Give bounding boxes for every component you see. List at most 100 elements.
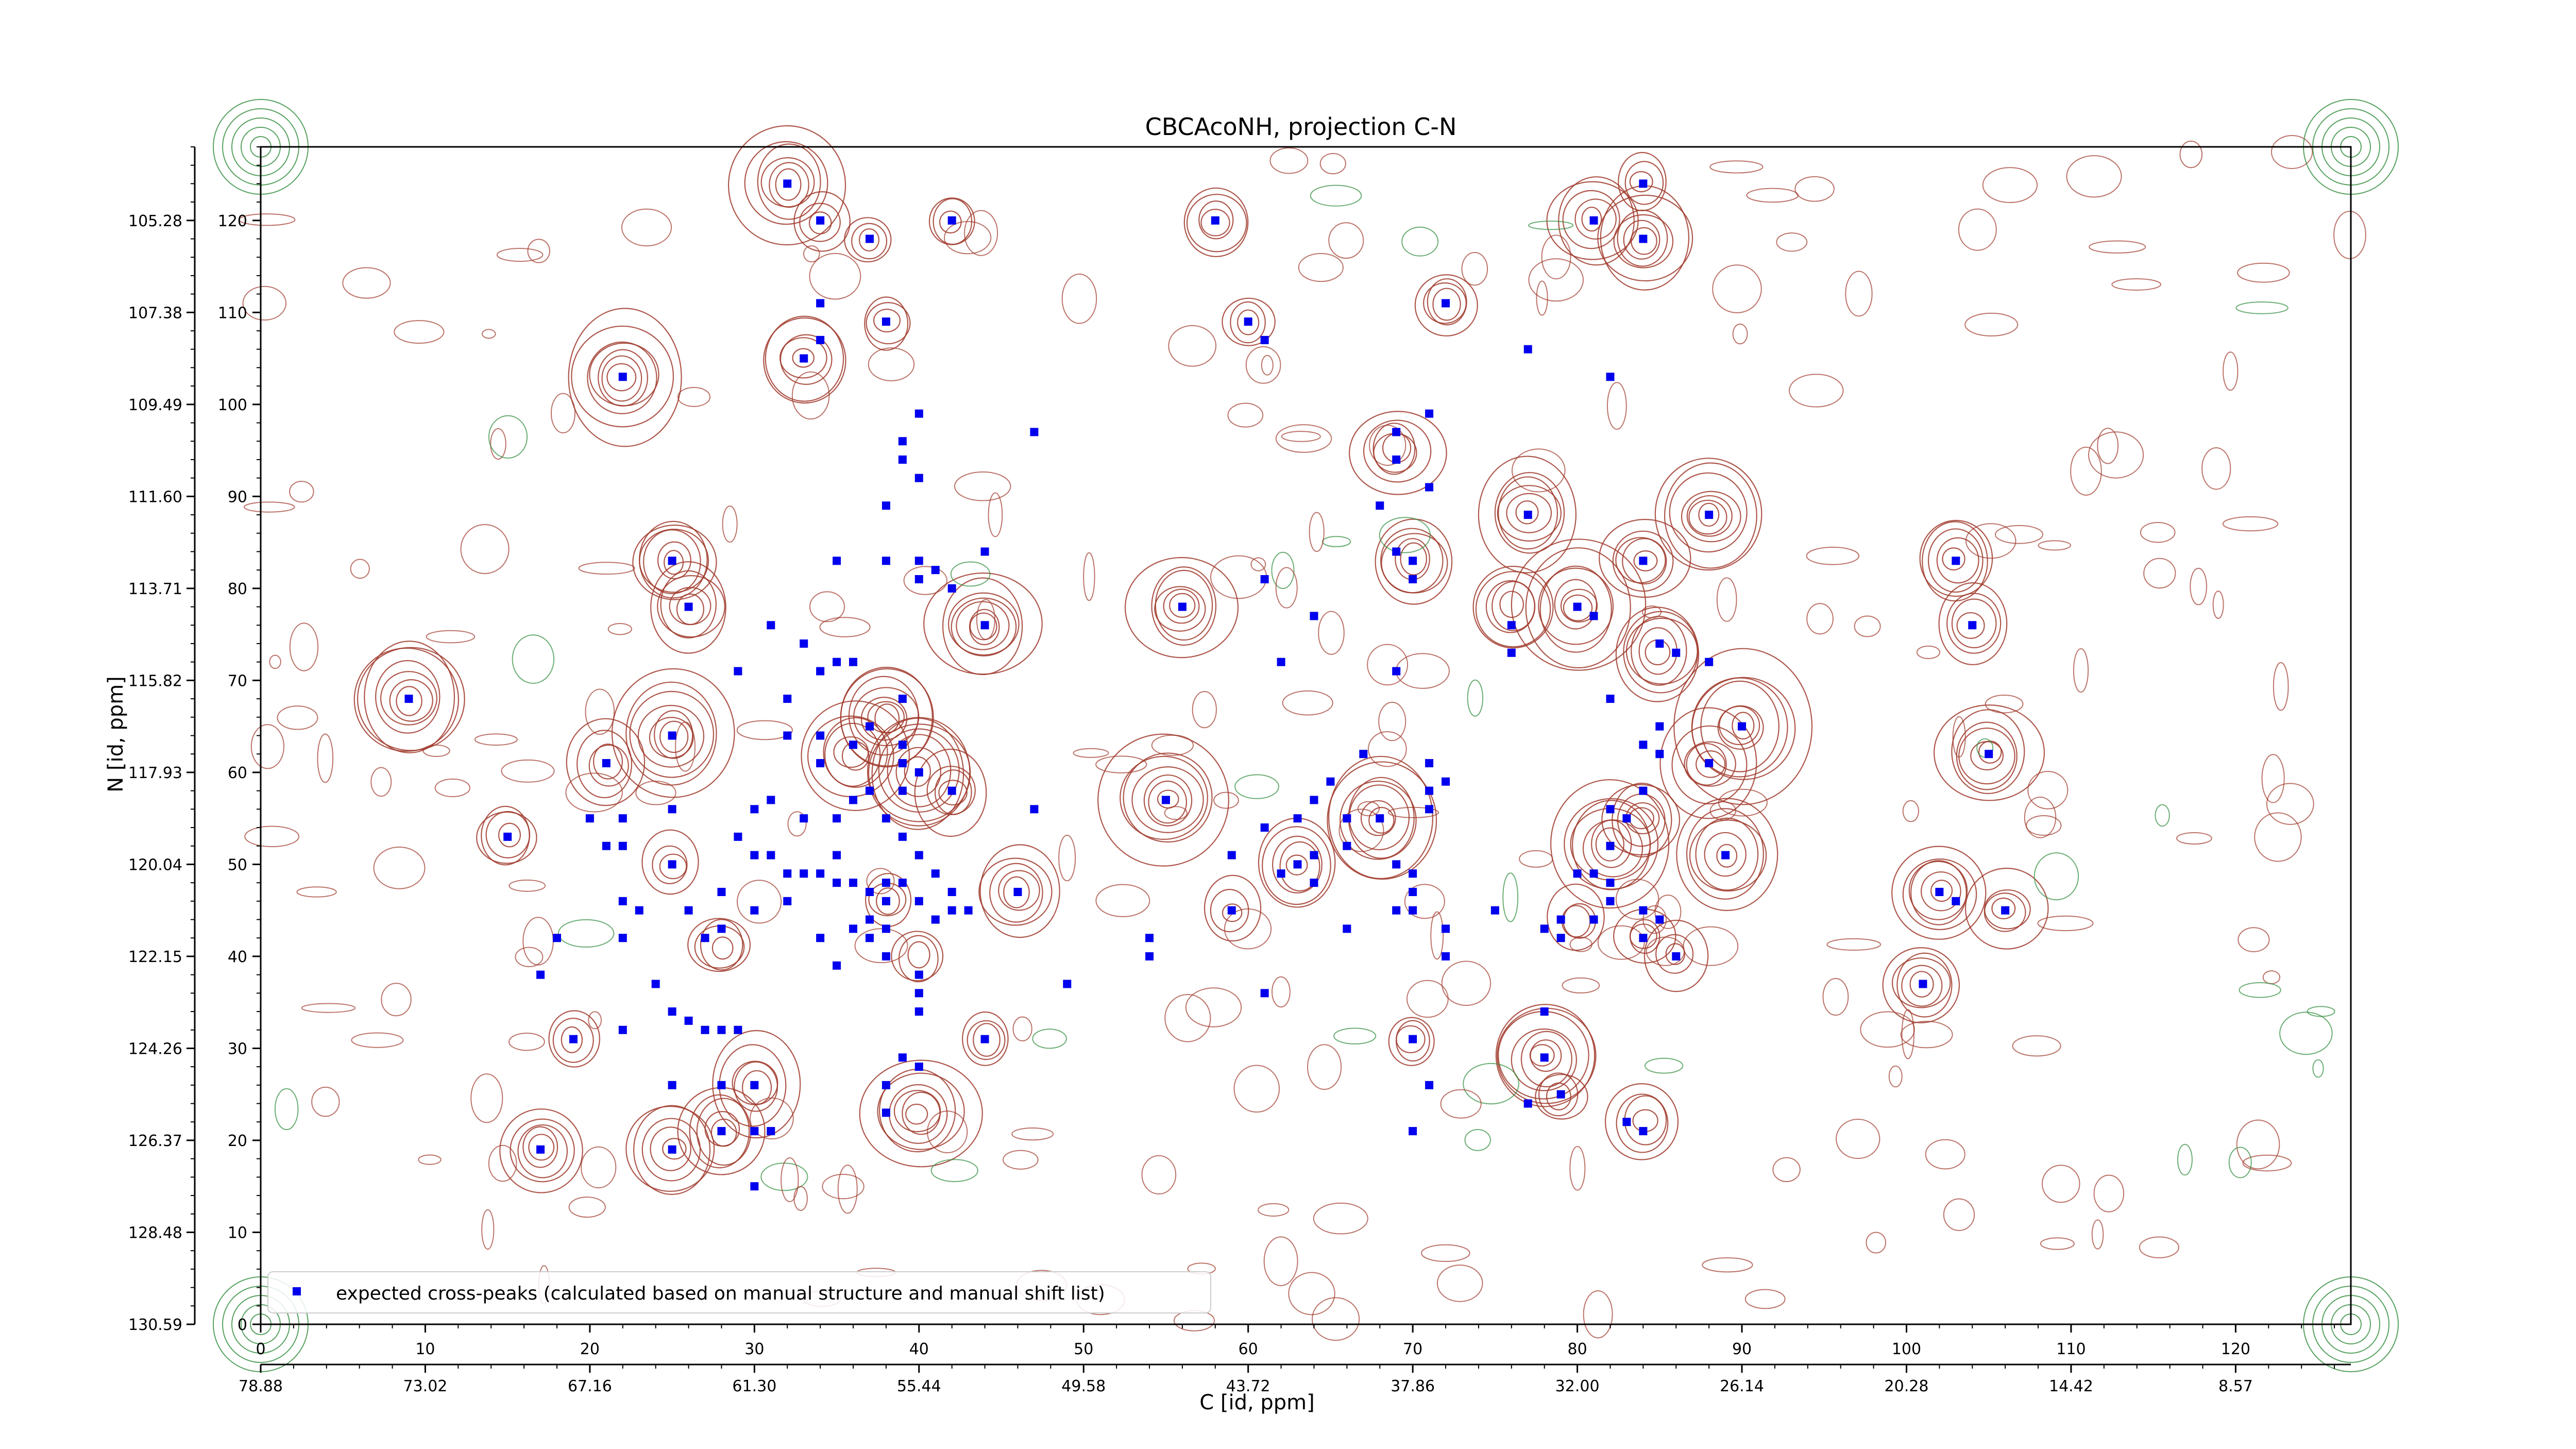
cross-peak-marker <box>1606 373 1615 381</box>
cross-peak-marker <box>1540 924 1549 933</box>
contour-line <box>2242 1154 2292 1172</box>
contour-line <box>1689 819 1767 892</box>
contour-line <box>1927 528 1984 593</box>
contour-line <box>2254 812 2302 862</box>
contour-line <box>581 1146 617 1189</box>
contour-line <box>1698 502 1720 527</box>
legend-box <box>267 1271 1211 1313</box>
cross-peak-marker <box>1705 658 1714 666</box>
cross-peak-marker <box>1343 924 1351 933</box>
cross-peak-marker <box>898 1053 907 1062</box>
cross-peak-marker <box>1277 869 1285 878</box>
contour-line <box>1538 1072 1579 1117</box>
contour-line <box>1307 1044 1342 1090</box>
cross-peak-marker <box>882 501 890 510</box>
contour-line <box>1655 934 1694 974</box>
contour-line <box>1936 537 1979 584</box>
contour-line <box>593 743 623 780</box>
contour-line <box>1664 462 1757 569</box>
cross-peak-marker <box>816 869 825 878</box>
cross-peak-marker <box>914 575 923 584</box>
contour-line <box>2270 135 2313 169</box>
contour-line <box>904 756 931 787</box>
contour-line <box>481 1209 495 1250</box>
contour-line <box>1011 1127 1054 1141</box>
negative-contour-line <box>1467 679 1484 717</box>
negative-contour-line <box>2228 1147 2252 1178</box>
contour-line <box>481 805 530 866</box>
contour-line <box>657 541 691 580</box>
negative-contour-line <box>512 634 555 684</box>
cross-peak-marker <box>1507 621 1516 630</box>
contour-line <box>1285 854 1308 875</box>
contour-line <box>779 334 833 385</box>
cross-peak-marker <box>1968 621 1977 630</box>
contour-line <box>938 780 968 805</box>
contour-line <box>238 213 296 226</box>
cross-peak-marker <box>618 373 627 381</box>
contour-line <box>1495 1004 1596 1107</box>
contour-line <box>394 320 445 344</box>
contour-line <box>2038 540 2071 551</box>
contour-line <box>601 355 642 402</box>
cross-peak-marker <box>980 547 989 556</box>
contour-line <box>577 730 633 799</box>
y-index-tick-label: 0 <box>238 1316 247 1334</box>
contour-line <box>809 252 861 300</box>
contour-line <box>342 267 391 299</box>
contour-line <box>1700 680 1780 772</box>
cross-peak-marker <box>1161 796 1170 804</box>
cross-peak-marker <box>618 1025 627 1034</box>
contour-line <box>510 1118 575 1183</box>
contour-line <box>1946 593 2002 654</box>
negative-contour-line <box>1333 1027 1377 1044</box>
contour-line <box>1718 788 1768 817</box>
y-ppm-tick-label: 113.71 <box>128 580 182 598</box>
contour-line <box>1012 1016 1032 1041</box>
contour-line <box>1896 952 1953 1018</box>
contour-line <box>1095 884 1150 917</box>
cross-peak-marker <box>816 667 825 676</box>
contour-line <box>2037 915 2094 932</box>
cross-peak-marker <box>816 335 825 344</box>
contour-line <box>923 572 1043 675</box>
x-index-tick-label: 30 <box>744 1340 764 1358</box>
contour-line <box>1230 301 1266 344</box>
contour-line <box>1535 1074 1588 1120</box>
cross-peak-marker <box>503 832 512 841</box>
contour-line <box>607 623 632 635</box>
contour-line <box>1414 274 1478 336</box>
contour-line <box>1388 1017 1435 1066</box>
contour-line <box>1958 727 2015 785</box>
negative-contour-line <box>2312 1059 2324 1078</box>
contour-line <box>1994 525 2044 544</box>
contour-line <box>1536 280 1548 316</box>
contour-line <box>979 844 1060 938</box>
y-index-tick-label: 100 <box>218 396 247 414</box>
cross-peak-marker <box>1425 483 1434 492</box>
x-index-tick-label: 50 <box>1074 1340 1093 1358</box>
cross-peak-marker <box>882 317 890 326</box>
contour-line <box>1367 644 1409 686</box>
cross-peak-marker <box>1310 879 1318 887</box>
cross-peak-marker <box>1606 695 1615 703</box>
x-ppm-tick-label: 67.16 <box>568 1377 612 1395</box>
contour-line <box>2070 446 2102 496</box>
contour-line <box>1964 867 2049 950</box>
contour-line <box>1965 523 2016 559</box>
contour-line <box>1606 382 1627 430</box>
contour-line <box>587 341 657 414</box>
cross-peak-marker <box>1589 612 1598 620</box>
contour-line <box>1124 557 1239 659</box>
cross-peak-marker <box>1359 750 1368 759</box>
contour-line <box>1943 1198 1975 1231</box>
contour-line <box>1776 232 1808 252</box>
contour-line <box>1164 993 1211 1042</box>
contour-line <box>1387 806 1439 818</box>
contour-line <box>998 870 1040 911</box>
contour-line <box>527 239 550 263</box>
contour-line <box>1709 801 1736 821</box>
contour-line <box>1210 888 1249 933</box>
contour-line <box>2088 431 2144 479</box>
y-index-tick-label: 20 <box>228 1132 247 1150</box>
